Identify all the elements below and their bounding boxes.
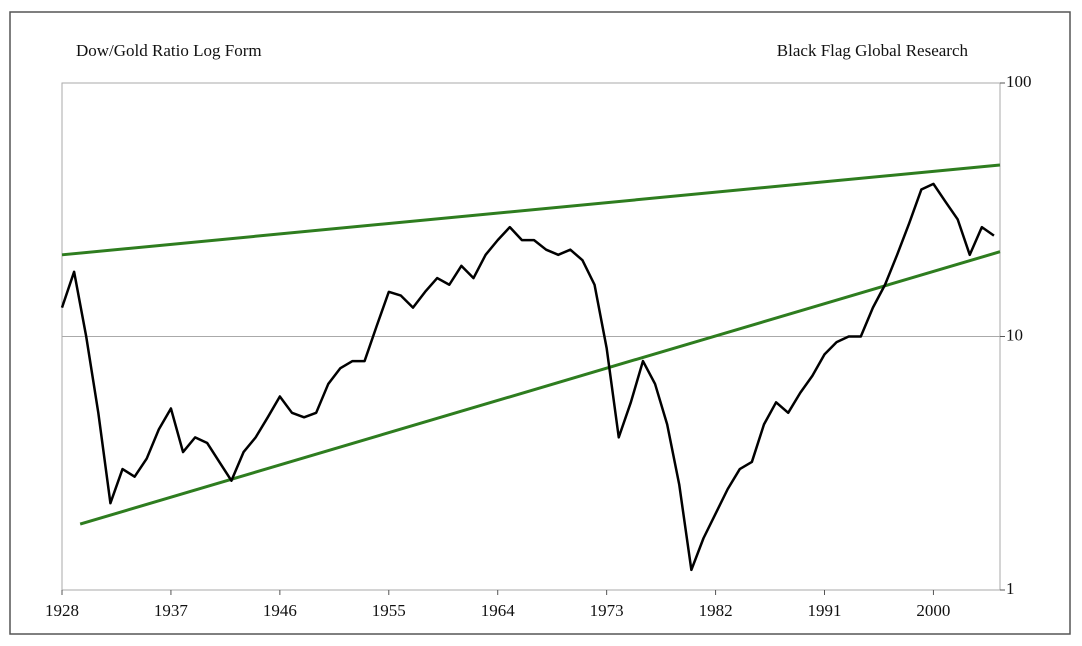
x-tick-label: 1982 — [699, 601, 733, 620]
chart-title: Dow/Gold Ratio Log Form — [76, 41, 262, 60]
trend-line — [61, 163, 1001, 257]
y-tick-label: 100 — [1006, 72, 1032, 91]
x-tick-label: 1946 — [263, 601, 297, 620]
chart-subtitle: Black Flag Global Research — [777, 41, 969, 60]
x-tick-label: 1973 — [590, 601, 624, 620]
frame — [9, 11, 1071, 635]
x-tick-label: 2000 — [916, 601, 950, 620]
x-tick-label: 1955 — [372, 601, 406, 620]
x-tick-label: 1928 — [45, 601, 79, 620]
y-tick-label: 10 — [1006, 325, 1023, 344]
x-tick-label: 1937 — [154, 601, 189, 620]
y-tick-label: 1 — [1006, 579, 1015, 598]
x-tick-label: 1964 — [481, 601, 516, 620]
x-tick-label: 1991 — [808, 601, 842, 620]
data-line — [60, 182, 995, 572]
